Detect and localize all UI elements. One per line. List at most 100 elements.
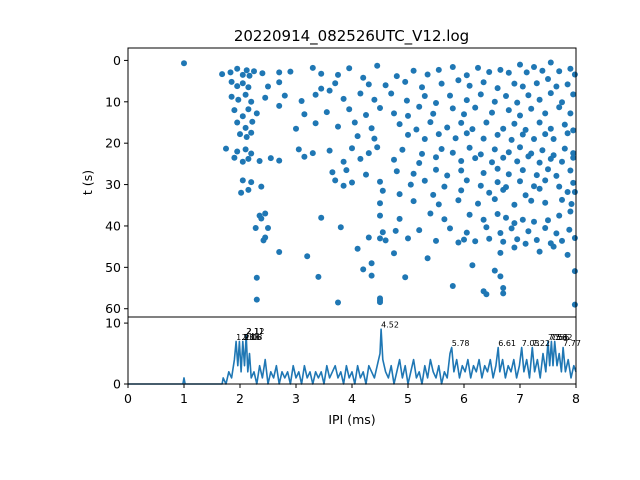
scatter-point <box>514 158 521 165</box>
scatter-point <box>547 90 554 97</box>
scatter-point <box>242 124 249 131</box>
scatter-point <box>463 229 470 236</box>
scatter-point <box>298 98 305 104</box>
scatter-point <box>239 113 246 120</box>
scatter-point <box>234 148 241 155</box>
scatter-point <box>332 80 339 87</box>
scatter-point <box>276 102 283 109</box>
scatter-point <box>357 155 364 162</box>
scatter-point <box>391 250 397 257</box>
scatter-point <box>500 186 507 193</box>
scatter-point <box>248 98 255 105</box>
scatter-point <box>340 158 347 165</box>
scatter-point <box>517 178 523 185</box>
scatter-point <box>393 73 400 80</box>
scatter-point <box>570 127 577 134</box>
scatter-point <box>430 110 437 117</box>
scatter-point <box>536 119 543 126</box>
scatter-point <box>477 91 484 98</box>
scatter-point <box>491 146 498 153</box>
scatter-point <box>234 119 241 126</box>
scatter-point <box>301 153 308 160</box>
scatter-point <box>533 237 540 243</box>
scatter-point <box>315 273 322 280</box>
scatter-point <box>547 59 554 66</box>
scatter-point <box>480 170 487 176</box>
scatter-point <box>368 260 375 267</box>
scatter-point <box>379 187 386 194</box>
scatter-point <box>508 136 515 143</box>
scatter-point <box>231 107 238 114</box>
scatter-point <box>416 160 423 166</box>
scatter-point <box>491 196 498 203</box>
scatter-point <box>346 65 353 72</box>
scatter-point <box>392 227 399 234</box>
scatter-point <box>472 104 479 111</box>
scatter-point <box>542 177 549 184</box>
scatter-point <box>234 83 241 90</box>
scatter-point <box>340 95 347 102</box>
scatter-point <box>466 211 473 218</box>
scatter-point <box>253 274 260 281</box>
peak-label: 2.12 <box>247 327 265 336</box>
scatter-point <box>337 224 344 231</box>
scatter-point <box>483 224 490 231</box>
scatter-point <box>545 76 551 82</box>
scatter-point <box>402 78 409 85</box>
scatter-point <box>463 97 470 104</box>
peak-label: 7.5 <box>548 333 561 342</box>
scatter-point <box>243 134 250 140</box>
scatter-point <box>561 121 568 128</box>
scatter-point <box>536 159 543 166</box>
peak-label: 2.06 <box>243 333 261 342</box>
scatter-point <box>539 147 546 154</box>
scatter-point <box>486 235 493 242</box>
scatter-point <box>567 167 574 174</box>
scatter-point <box>514 236 521 243</box>
scatter-point <box>447 225 453 232</box>
scatter-point <box>561 145 568 152</box>
peak-label: 7.22 <box>532 339 550 348</box>
chart-title: 20220914_082526UTC_V12.log <box>234 27 469 46</box>
scatter-point <box>245 186 252 193</box>
scatter-point <box>335 123 341 130</box>
scatter-point <box>447 92 453 99</box>
scatter-point <box>486 189 493 196</box>
scatter-point <box>566 226 573 233</box>
histogram-x-tick-label: 1 <box>180 391 188 406</box>
scatter-point <box>505 69 512 76</box>
scatter-point <box>508 225 515 232</box>
scatter-point <box>223 145 229 152</box>
scatter-point <box>258 215 265 222</box>
scatter-point <box>542 110 549 117</box>
histogram-x-ticks: 0 1 2 3 4 5 6 7 8 <box>124 384 580 406</box>
scatter-point <box>494 179 501 186</box>
scatter-point <box>281 92 288 99</box>
scatter-point <box>503 93 509 99</box>
scatter-point <box>480 79 487 86</box>
scatter-point <box>326 147 333 154</box>
scatter-point <box>559 99 565 106</box>
scatter-point <box>424 255 431 262</box>
scatter-point <box>323 109 330 116</box>
peak-label: 2.08 <box>245 333 263 342</box>
peak-label: 7.62 <box>555 333 573 342</box>
scatter-point <box>466 82 473 89</box>
scatter-point <box>542 199 549 206</box>
scatter-point <box>396 215 403 222</box>
scatter-point <box>312 120 319 127</box>
scatter-point <box>505 107 512 114</box>
scatter-y-tick-label: 0 <box>113 53 121 68</box>
scatter-point <box>371 96 378 103</box>
scatter-point <box>553 230 560 237</box>
scatter-point <box>570 91 577 98</box>
scatter-point <box>368 272 375 279</box>
peak-label: 2.11 <box>246 327 264 336</box>
peak-annotations: 1.932.032.062.082.112.12 4.52 5.78 6.61 7.03… <box>236 321 581 348</box>
scatter-point <box>379 229 386 236</box>
scatter-point <box>239 71 246 78</box>
scatter-point <box>258 183 265 190</box>
histogram-y-ticks: 0 10 <box>105 316 128 392</box>
scatter-point <box>248 150 255 157</box>
scatter-point <box>525 228 532 235</box>
